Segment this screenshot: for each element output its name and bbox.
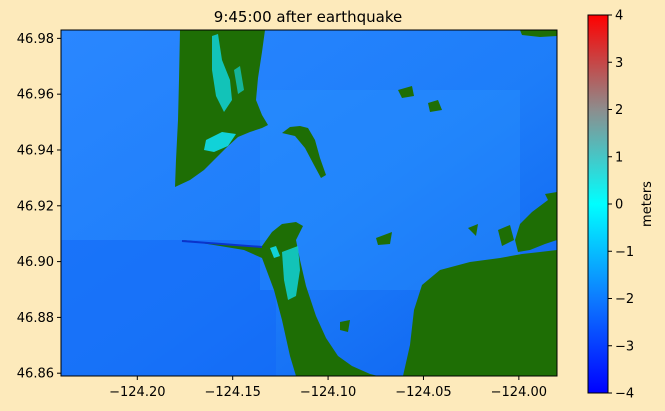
north-peninsula-land (175, 30, 268, 187)
x-tick-label: −124.05 (395, 385, 451, 400)
colorbar-tick-label: 0 (615, 198, 623, 213)
chart-title: 9:45:00 after earthquake (214, 8, 402, 26)
colorbar-tick-label: −2 (615, 292, 634, 307)
y-tick-label: 46.94 (17, 143, 54, 158)
y-tick-label: 46.92 (17, 199, 54, 214)
bay-field (260, 90, 520, 290)
y-tick-label: 46.96 (17, 88, 54, 103)
y-tick-label: 46.90 (17, 255, 54, 270)
x-tick-label: −124.00 (491, 385, 547, 400)
plot-frame (60, 29, 558, 377)
x-axis: −124.20 −124.15 −124.10 −124.05 −124.00 (109, 376, 547, 400)
jetty-line (181, 240, 263, 248)
colorbar-label: meters (640, 181, 655, 227)
colorbar-tick-label: −3 (615, 339, 634, 354)
east-headland-land (515, 195, 557, 252)
islet-7 (340, 320, 350, 332)
x-tick-label: −124.15 (204, 385, 260, 400)
inundation-patches (204, 34, 300, 300)
colorbar-tick-label: −1 (615, 245, 634, 260)
inland-flood-north (212, 34, 232, 112)
y-axis: 46.86 46.88 46.90 46.92 46.94 46.96 46.98 (17, 32, 61, 382)
spit-flood (234, 66, 244, 94)
colorbar: −4 −3 −2 −1 0 1 2 3 4 meters (587, 9, 655, 402)
x-tick-label: −124.20 (109, 385, 165, 400)
colorbar-tick-label: 4 (615, 9, 623, 24)
land-masses (175, 30, 557, 376)
inland-flood-south (282, 246, 300, 300)
north-shore-land (520, 30, 557, 37)
y-tick-label: 46.98 (17, 32, 54, 47)
islet-5 (498, 225, 514, 246)
colorbar-tick-label: 2 (615, 103, 623, 118)
plot-area (61, 30, 557, 376)
colorbar-tick-label: 3 (615, 56, 623, 71)
y-tick-label: 46.88 (17, 311, 54, 326)
channel-flood (270, 246, 280, 258)
y-tick-label: 46.86 (17, 367, 54, 382)
islet-2 (428, 100, 442, 112)
colorbar-ticks: −4 −3 −2 −1 0 1 2 3 4 (608, 9, 634, 402)
islet-4 (468, 224, 478, 236)
colorbar-gradient (587, 14, 609, 394)
islet-6 (376, 232, 392, 245)
western-ocean-field (61, 240, 276, 376)
bay-flood-north (204, 132, 236, 152)
islet-3 (545, 192, 557, 200)
colorbar-tick-label: −4 (615, 387, 634, 402)
south-peninsula-land (182, 222, 378, 376)
islet-1 (398, 86, 414, 98)
colorbar-tick-label: 1 (615, 150, 623, 165)
x-tick-label: −124.10 (300, 385, 356, 400)
spit-land (282, 126, 326, 178)
southeast-land (403, 250, 557, 376)
